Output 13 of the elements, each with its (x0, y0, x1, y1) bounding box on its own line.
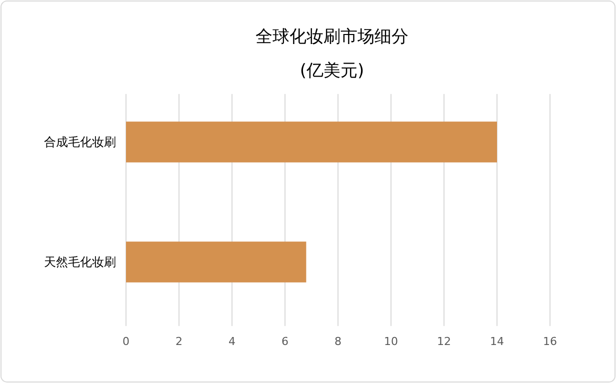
x-tick-label: 2 (176, 335, 182, 348)
x-tick-label: 12 (437, 335, 451, 348)
x-tick-label: 10 (384, 335, 398, 348)
x-tick-label: 6 (282, 335, 288, 348)
x-tick-label: 8 (334, 335, 342, 348)
chart-title: 全球化妆刷市场细分 (256, 27, 408, 47)
y-tick-label: 合成毛化妆刷 (44, 135, 116, 149)
x-tick-label: 0 (122, 335, 130, 348)
x-tick-label: 14 (490, 335, 504, 348)
chart-subtitle: (亿美元) (300, 61, 364, 81)
x-tick-label: 4 (228, 335, 236, 348)
x-tick-label: 16 (543, 335, 557, 348)
y-tick-label: 天然毛化妆刷 (44, 255, 116, 269)
